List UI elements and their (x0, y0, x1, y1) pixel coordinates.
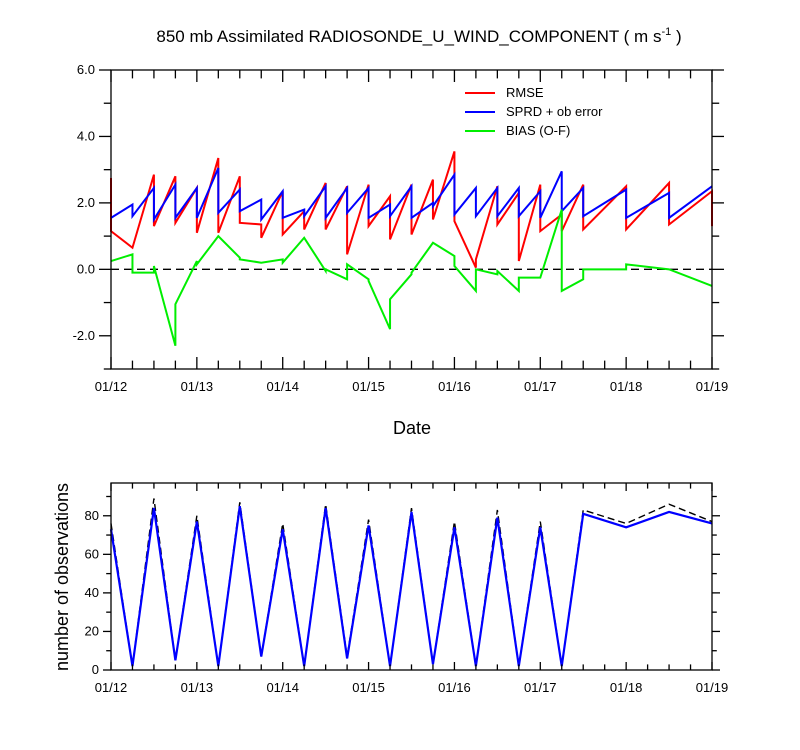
x-tick-label: 01/14 (266, 680, 299, 695)
legend-label-rmse: RMSE (506, 85, 544, 100)
x-tick-label: 01/13 (181, 379, 214, 394)
x-tick-label: 01/15 (352, 379, 385, 394)
y-tick-label: 6.0 (77, 62, 95, 77)
top-y-ticks: -2.0 0.0 2.0 4.0 6.0 (73, 62, 724, 370)
top-x-ticks: 01/12 01/13 01/14 01/15 01/16 01/17 01/18 01/19 (95, 70, 729, 394)
y-tick-label: 40 (85, 585, 99, 600)
x-tick-label: 01/18 (610, 379, 643, 394)
x-tick-label: 01/17 (524, 680, 557, 695)
chart-title: 850 mb Assimilated RADIOSONDE_U_WIND_COM… (156, 26, 681, 46)
y-tick-label: -2.0 (73, 328, 95, 343)
bottom-chart-panel: 01/12 01/13 01/14 01/15 01/16 01/17 01/18 01/19… (52, 482, 729, 695)
x-tick-label: 01/18 (610, 680, 643, 695)
top-legend: RMSE SPRD + ob error BIAS (O-F) (465, 85, 603, 138)
top-chart-panel: 01/12 01/13 01/14 01/15 01/16 01/17 01/18 01/19… (73, 62, 729, 438)
x-tick-label: 01/19 (696, 379, 729, 394)
x-tick-label: 01/16 (438, 379, 471, 394)
legend-label-sprd-ob-error: SPRD + ob error (506, 104, 603, 119)
x-tick-label: 01/13 (181, 680, 214, 695)
y-tick-label: 2.0 (77, 195, 95, 210)
bottom-series-group (109, 498, 713, 667)
bottom-y-ticks: 0 20 40 60 80 (85, 495, 720, 677)
top-series-group (110, 151, 713, 346)
series-line-sprd-ob-error (110, 167, 713, 224)
chart-title-main: 850 mb Assimilated RADIOSONDE_U_WIND_COM… (156, 27, 661, 46)
legend-label-bias-o-f: BIAS (O-F) (506, 123, 570, 138)
x-tick-label: 01/15 (352, 680, 385, 695)
y-tick-label: 0.0 (77, 261, 95, 276)
y-tick-label: 80 (85, 508, 99, 523)
x-tick-label: 01/12 (95, 379, 128, 394)
series-line-bias-o-f (110, 209, 713, 346)
x-tick-label: 01/16 (438, 680, 471, 695)
series-line-possible-observations (110, 498, 713, 667)
bottom-y-axis-title: number of observations (52, 483, 72, 671)
x-tick-label: 01/19 (696, 680, 729, 695)
y-tick-label: 4.0 (77, 128, 95, 143)
x-tick-label: 01/12 (95, 680, 128, 695)
y-tick-label: 20 (85, 623, 99, 638)
bottom-x-ticks: 01/12 01/13 01/14 01/15 01/16 01/17 01/18 01/19 (95, 483, 729, 695)
y-tick-label: 60 (85, 546, 99, 561)
x-tick-label: 01/14 (266, 379, 299, 394)
series-line-assimilated-observations (109, 505, 713, 667)
top-x-axis-title: Date (393, 418, 431, 438)
chart-title-end: ) (671, 27, 681, 46)
x-tick-label: 01/17 (524, 379, 557, 394)
chart-title-superscript: -1 (661, 26, 671, 38)
y-tick-label: 0 (92, 662, 99, 677)
